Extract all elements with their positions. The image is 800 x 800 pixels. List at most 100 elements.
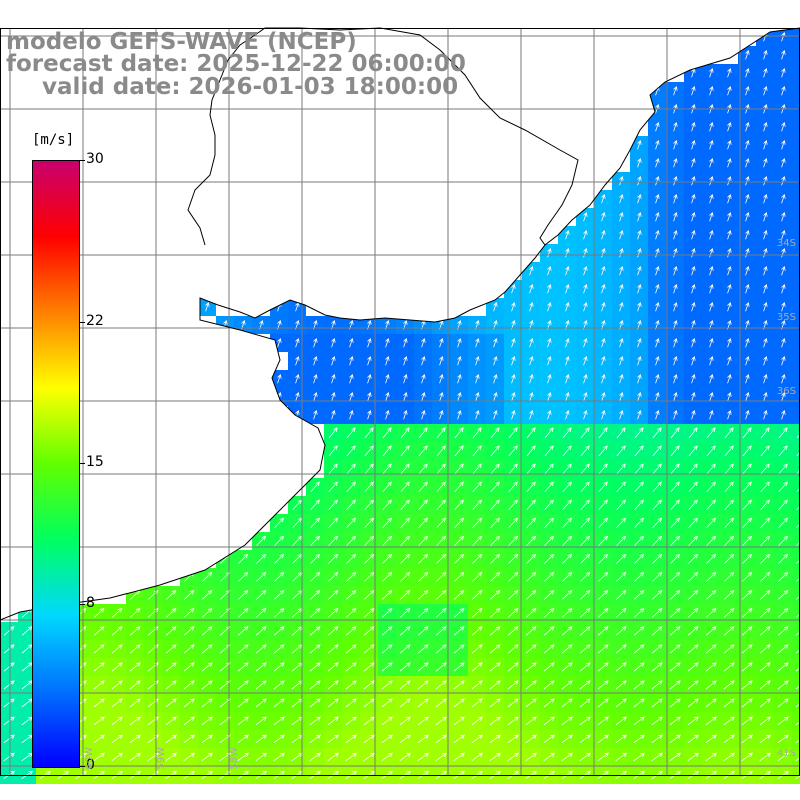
wind-arrow [436, 445, 446, 457]
wind-arrow [634, 481, 644, 493]
wind-speed-cell [792, 334, 800, 352]
wind-arrow [309, 716, 321, 726]
wind-arrow [781, 157, 786, 168]
wind-arrow [472, 445, 482, 457]
wind-arrow [778, 463, 788, 475]
wind-arrow [543, 626, 555, 636]
wind-arrow [741, 716, 753, 726]
wind-arrow [310, 571, 321, 582]
wind-arrow [165, 734, 177, 744]
wind-arrow [759, 662, 771, 672]
wind-arrow [237, 698, 249, 708]
wind-arrow [673, 229, 678, 240]
wind-arrow [363, 752, 375, 762]
wind-speed-cell [792, 244, 800, 262]
wind-arrow [688, 535, 699, 546]
colorbar-tick [79, 604, 85, 606]
wind-arrow [561, 716, 573, 726]
wind-arrow [727, 247, 732, 258]
wind-arrow [565, 283, 570, 294]
wind-arrow [598, 571, 609, 582]
wind-arrow [382, 517, 393, 529]
wind-arrow [745, 301, 750, 312]
wind-arrow [742, 427, 752, 439]
wind-arrow [529, 283, 534, 294]
wind-arrow [705, 752, 717, 762]
wind-arrow [615, 734, 627, 744]
wind-arrow [475, 373, 480, 384]
wind-arrow [655, 175, 660, 186]
wind-arrow [507, 698, 519, 708]
wind-arrow [435, 698, 447, 708]
wind-arrow [529, 337, 534, 348]
wind-arrow [183, 589, 195, 600]
wind-arrow [544, 535, 555, 546]
wind-arrow [745, 229, 750, 240]
wind-arrow [651, 680, 663, 690]
wind-arrow [561, 698, 573, 708]
wind-arrow [673, 355, 678, 366]
wind-arrow [547, 301, 552, 312]
wind-arrow [652, 535, 663, 546]
wind-arrow [687, 734, 699, 744]
wind-arrow [723, 680, 735, 690]
wind-arrow [273, 698, 285, 708]
colorbar-tick-label: 0 [86, 757, 95, 773]
wind-arrow [795, 775, 800, 780]
wind-arrow [687, 680, 699, 690]
wind-arrow [331, 373, 336, 384]
wind-arrow [273, 608, 285, 618]
wind-arrow [345, 680, 357, 690]
wind-arrow [687, 608, 699, 618]
wind-arrow [727, 229, 732, 240]
wind-arrow [349, 391, 354, 402]
wind-arrow [183, 608, 195, 618]
wind-arrow [399, 644, 411, 654]
wind-arrow [508, 445, 518, 457]
wind-arrow [363, 626, 375, 636]
wind-arrow [655, 283, 660, 294]
wind-arrow [778, 445, 788, 457]
wind-arrow [580, 427, 590, 439]
wind-arrow [111, 752, 123, 762]
wind-arrow [796, 505, 800, 511]
wind-arrow [637, 301, 642, 312]
wind-arrow [763, 229, 768, 240]
wind-arrow [583, 247, 588, 258]
wind-arrow [727, 193, 732, 204]
wind-arrow [346, 517, 357, 529]
wind-arrow [763, 157, 768, 168]
wind-arrow [598, 445, 608, 457]
wind-arrow [781, 211, 786, 222]
wind-arrow [544, 571, 555, 582]
wind-speed-cell [792, 532, 800, 550]
wind-arrow [309, 734, 321, 744]
wind-arrow [489, 680, 501, 690]
wind-arrow [691, 373, 696, 384]
wind-arrow [688, 463, 698, 475]
wind-arrow [385, 355, 390, 366]
wind-arrow [508, 463, 518, 475]
wind-arrow [201, 716, 213, 726]
wind-arrow [727, 175, 732, 186]
wind-arrow [583, 355, 588, 366]
wind-arrow [652, 517, 663, 529]
wind-arrow [634, 535, 645, 546]
wind-arrow [399, 698, 411, 708]
wind-arrow [436, 535, 447, 546]
wind-arrow [255, 698, 267, 708]
wind-arrow [489, 752, 501, 762]
wind-arrow [364, 553, 375, 564]
wind-arrow [490, 463, 500, 475]
wind-speed-cell [792, 478, 800, 496]
wind-arrow [331, 337, 336, 348]
wind-arrow [745, 337, 750, 348]
wind-arrow [745, 85, 750, 96]
wind-arrow [471, 589, 483, 600]
wind-arrow [309, 680, 321, 690]
wind-arrow [382, 571, 393, 582]
wind-arrow [435, 644, 447, 654]
wind-arrow [310, 517, 321, 529]
wind-arrow [580, 499, 590, 511]
